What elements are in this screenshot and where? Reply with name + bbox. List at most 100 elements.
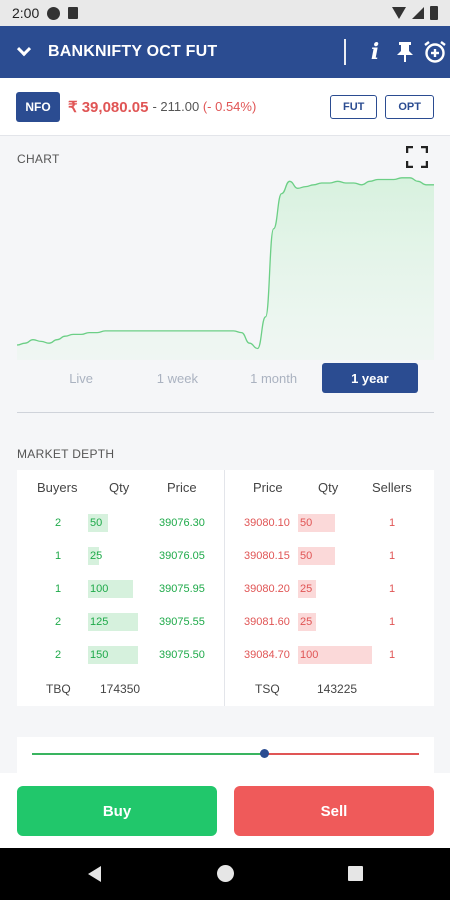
buy-price-header: Price <box>167 480 197 495</box>
ask-qty: 25 <box>300 583 313 595</box>
ask-row: 39080.15 50 1 <box>226 547 434 567</box>
bid-orders: 1 <box>55 550 62 562</box>
bid-price: 39075.50 <box>159 649 205 661</box>
info-icon[interactable]: i <box>370 39 380 65</box>
ask-row: 39081.60 25 1 <box>226 613 434 633</box>
status-time: 2:00 <box>12 5 40 21</box>
bid-orders: 2 <box>55 517 62 529</box>
ask-depth-bar <box>298 646 372 664</box>
price-chart <box>17 177 434 360</box>
price-change: - 211.00 (- 0.54%) <box>152 99 256 114</box>
sell-ratio-track <box>264 753 419 755</box>
ask-row: 39080.20 25 1 <box>226 580 434 600</box>
recent-apps-icon[interactable] <box>348 866 363 881</box>
status-bar: 2:00 <box>0 0 450 26</box>
bid-qty: 100 <box>90 583 109 595</box>
ask-qty: 50 <box>300 517 313 529</box>
ask-price: 39080.20 <box>244 583 290 595</box>
sell-price-header: Price <box>253 480 283 495</box>
bid-row: 1 25 39076.05 <box>17 547 225 567</box>
fullscreen-icon[interactable] <box>405 145 429 169</box>
chart-line <box>17 177 434 350</box>
sell-qty-header: Qty <box>318 480 339 495</box>
ask-qty: 25 <box>300 616 313 628</box>
range-live[interactable]: Live <box>69 370 94 386</box>
bid-qty: 125 <box>90 616 109 628</box>
buyers-header: Buyers <box>37 480 78 495</box>
ask-depth-bar <box>298 613 316 631</box>
bid-qty: 150 <box>90 649 109 661</box>
ask-orders: 1 <box>389 616 396 628</box>
asks-panel: Price Qty Sellers 39080.10 50 1 39080.15… <box>226 470 434 706</box>
battery-icon <box>430 6 438 20</box>
range-1-year[interactable]: 1 year <box>321 363 418 393</box>
ask-orders: 1 <box>389 517 396 529</box>
ask-price: 39084.70 <box>244 649 290 661</box>
ask-depth-bar <box>298 547 335 565</box>
bid-row: 2 50 39076.30 <box>17 514 225 534</box>
fut-button[interactable]: FUT <box>329 94 378 119</box>
chevron-down-icon[interactable] <box>0 26 48 78</box>
ratio-knob <box>260 749 269 758</box>
ask-orders: 1 <box>389 550 396 562</box>
ask-orders: 1 <box>389 583 396 595</box>
chart-area <box>17 177 434 360</box>
ask-price: 39081.60 <box>244 616 290 628</box>
back-icon[interactable] <box>88 866 101 882</box>
bid-price: 39075.55 <box>159 616 205 628</box>
bid-depth-bar <box>88 514 108 532</box>
bid-depth-bar <box>88 580 133 598</box>
bid-depth-bar <box>88 547 99 565</box>
ask-price: 39080.15 <box>244 550 290 562</box>
change-percent: (- 0.54%) <box>202 99 257 114</box>
wifi-icon <box>392 7 406 19</box>
last-price: ₹ 39,080.05 <box>68 98 149 116</box>
sd-card-icon <box>68 7 79 19</box>
app-bar: BANKNIFTY OCT FUT i <box>0 26 450 78</box>
ask-orders: 1 <box>389 649 396 661</box>
home-icon[interactable] <box>217 865 234 882</box>
ask-depth-bar <box>298 514 335 532</box>
ask-qty: 50 <box>300 550 313 562</box>
ask-row: 39080.10 50 1 <box>226 514 434 534</box>
signal-icon <box>412 7 424 19</box>
bids-panel: Buyers Qty Price 2 50 39076.30 1 25 3907… <box>17 470 225 706</box>
tsq-label: TSQ <box>255 682 280 696</box>
buy-button[interactable]: Buy <box>17 786 217 836</box>
sell-button[interactable]: Sell <box>234 786 434 836</box>
range-selector: Live 1 week 1 month 1 year <box>33 363 418 393</box>
range-1-month[interactable]: 1 month <box>250 370 298 386</box>
buy-sell-ratio-slider <box>17 737 434 773</box>
bid-row: 2 125 39075.55 <box>17 613 225 633</box>
bid-price: 39076.05 <box>159 550 205 562</box>
bid-orders: 2 <box>55 649 62 661</box>
bid-orders: 2 <box>55 616 62 628</box>
chart-label: CHART <box>17 152 60 166</box>
tbq-label: TBQ <box>46 682 71 696</box>
opt-button[interactable]: OPT <box>385 94 434 119</box>
range-1-week[interactable]: 1 week <box>156 370 198 386</box>
quote-row: NFO ₹ 39,080.05 - 211.00 (- 0.54%) FUT O… <box>0 78 450 136</box>
buy-ratio-track <box>32 753 264 755</box>
tbq-value: 174350 <box>100 682 141 696</box>
tsq-value: 143225 <box>317 682 358 696</box>
pin-icon[interactable] <box>390 26 420 78</box>
bid-orders: 1 <box>55 583 62 595</box>
bid-row: 2 150 39075.50 <box>17 646 225 666</box>
bid-depth-bar <box>88 646 138 664</box>
bid-depth-bar <box>88 613 138 631</box>
page-title: BANKNIFTY OCT FUT <box>48 43 218 60</box>
bid-price: 39076.30 <box>159 517 205 529</box>
exchange-badge: NFO <box>16 91 60 122</box>
sellers-header: Sellers <box>372 480 412 495</box>
bid-qty: 50 <box>90 517 103 529</box>
notification-icon <box>47 6 61 20</box>
section-divider <box>17 412 434 413</box>
alarm-add-icon[interactable] <box>420 26 450 78</box>
market-depth-table: Buyers Qty Price 2 50 39076.30 1 25 3907… <box>17 470 434 706</box>
change-value: - 211.00 <box>152 99 200 114</box>
ask-depth-bar <box>298 580 316 598</box>
ask-row: 39084.70 100 1 <box>226 646 434 666</box>
bid-qty: 25 <box>90 550 103 562</box>
ask-qty: 100 <box>300 649 319 661</box>
